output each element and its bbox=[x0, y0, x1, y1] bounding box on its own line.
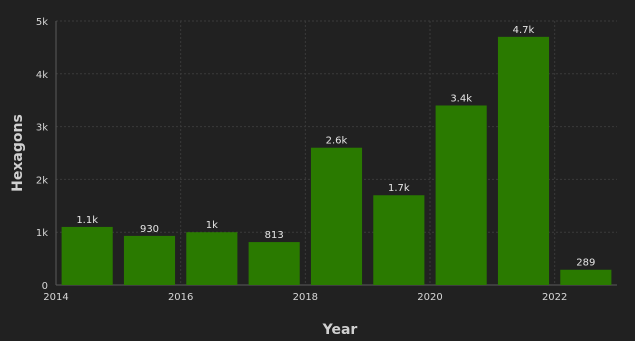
x-axis-ticks: 2014 2016 2018 2020 2022 bbox=[43, 292, 567, 303]
data-label-2022: 289 bbox=[576, 258, 595, 269]
y-tick-label: 3k bbox=[36, 123, 48, 134]
data-label-2017: 813 bbox=[265, 230, 284, 241]
x-tick-label: 2020 bbox=[417, 292, 442, 303]
bar-2019[interactable] bbox=[373, 195, 425, 285]
y-tick-label: 1k bbox=[36, 228, 48, 239]
x-tick-label: 2014 bbox=[43, 292, 68, 303]
data-label-2014: 1.1k bbox=[76, 215, 98, 226]
y-axis-title: Hexagons bbox=[10, 114, 26, 192]
bar-2014[interactable] bbox=[61, 226, 113, 285]
y-axis-ticks: 0 1k 2k 3k 4k 5k bbox=[36, 17, 48, 292]
y-tick-label: 2k bbox=[36, 175, 48, 186]
x-tick-label: 2022 bbox=[542, 292, 567, 303]
x-axis-title: Year bbox=[322, 322, 358, 338]
data-labels: 1.1k 930 1k 813 2.6k 1.7k 3.4k 4.7k 289 bbox=[76, 25, 595, 269]
bar-2018[interactable] bbox=[310, 147, 363, 285]
bar-2016[interactable] bbox=[186, 232, 238, 285]
bar-2022[interactable] bbox=[560, 269, 612, 285]
y-tick-label: 0 bbox=[42, 281, 48, 292]
bar-2017[interactable] bbox=[248, 242, 300, 285]
y-tick-label: 5k bbox=[36, 17, 48, 28]
bar-2015[interactable] bbox=[123, 235, 176, 285]
x-tick-label: 2018 bbox=[293, 292, 318, 303]
bar-2020[interactable] bbox=[435, 105, 487, 285]
data-label-2018: 2.6k bbox=[326, 136, 348, 147]
data-label-2016: 1k bbox=[206, 220, 218, 231]
data-label-2015: 930 bbox=[140, 224, 159, 235]
data-label-2020: 3.4k bbox=[450, 93, 472, 104]
bar-2021[interactable] bbox=[497, 36, 550, 286]
bars bbox=[61, 36, 612, 286]
y-tick-label: 4k bbox=[36, 70, 48, 81]
data-label-2021: 4.7k bbox=[513, 25, 535, 36]
data-label-2019: 1.7k bbox=[388, 183, 410, 194]
x-tick-label: 2016 bbox=[168, 292, 193, 303]
